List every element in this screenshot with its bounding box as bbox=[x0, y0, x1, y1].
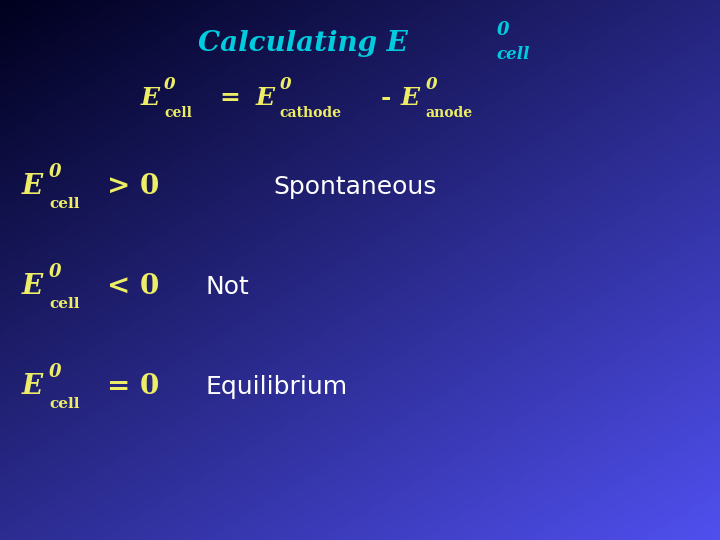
Text: Calculating E: Calculating E bbox=[198, 30, 408, 57]
Text: E: E bbox=[401, 86, 420, 110]
Text: E: E bbox=[22, 373, 42, 400]
Text: < 0: < 0 bbox=[107, 273, 159, 300]
Text: Not: Not bbox=[205, 275, 249, 299]
Text: Equilibrium: Equilibrium bbox=[205, 375, 347, 399]
Text: 0: 0 bbox=[426, 76, 437, 93]
Text: anode: anode bbox=[426, 106, 472, 120]
Text: 0: 0 bbox=[497, 21, 509, 39]
Text: = 0: = 0 bbox=[107, 373, 159, 400]
Text: 0: 0 bbox=[164, 76, 176, 93]
Text: E: E bbox=[140, 86, 159, 110]
Text: 0: 0 bbox=[49, 363, 61, 381]
Text: cathode: cathode bbox=[279, 106, 341, 120]
Text: cell: cell bbox=[49, 298, 79, 312]
Text: E: E bbox=[22, 273, 42, 300]
Text: 0: 0 bbox=[279, 76, 291, 93]
Text: -: - bbox=[380, 86, 390, 110]
Text: E: E bbox=[256, 86, 274, 110]
Text: cell: cell bbox=[49, 397, 79, 411]
Text: Spontaneous: Spontaneous bbox=[274, 176, 437, 199]
Text: cell: cell bbox=[49, 198, 79, 212]
Text: 0: 0 bbox=[49, 163, 61, 181]
Text: 0: 0 bbox=[49, 263, 61, 281]
Text: cell: cell bbox=[164, 106, 192, 120]
Text: E: E bbox=[22, 173, 42, 200]
Text: cell: cell bbox=[497, 46, 531, 63]
Text: > 0: > 0 bbox=[107, 173, 159, 200]
Text: =: = bbox=[220, 86, 240, 110]
